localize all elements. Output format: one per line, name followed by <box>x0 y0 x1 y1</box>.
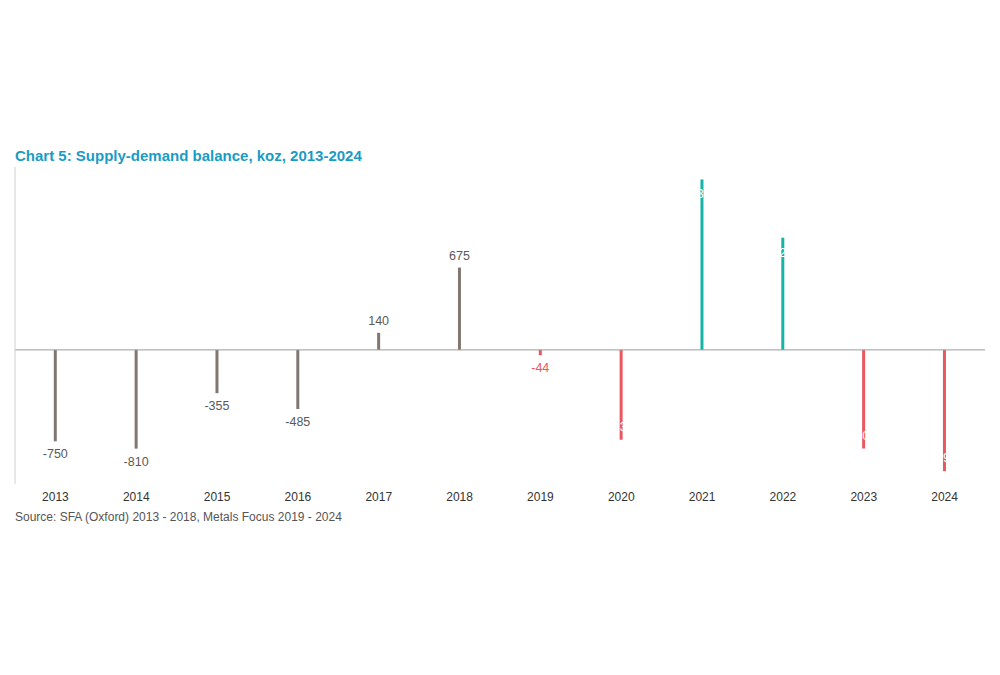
svg-text:2022: 2022 <box>770 490 797 504</box>
svg-text:2020: 2020 <box>608 490 635 504</box>
html-text:Source: SFA (Oxford) 2013 - 20: Source: SFA (Oxford) 2013 - 2018, Metals… <box>15 510 342 524</box>
svg-text:1,398: 1,398 <box>686 187 717 201</box>
svg-text:-485: -485 <box>285 415 310 429</box>
svg-text:2019: 2019 <box>527 490 554 504</box>
svg-text:675: 675 <box>449 249 470 263</box>
svg-text:2023: 2023 <box>850 490 877 504</box>
svg-text:2021: 2021 <box>689 490 716 504</box>
svg-text:-995: -995 <box>932 451 957 465</box>
svg-text:-750: -750 <box>43 447 68 461</box>
svg-text:-737: -737 <box>609 420 634 434</box>
svg-text:2015: 2015 <box>204 490 231 504</box>
svg-text:-810: -810 <box>124 455 149 469</box>
svg-text:2017: 2017 <box>365 490 392 504</box>
svg-text:-355: -355 <box>204 399 229 413</box>
svg-text:920: 920 <box>772 246 793 260</box>
svg-text:2014: 2014 <box>123 490 150 504</box>
svg-text:2024: 2024 <box>931 490 958 504</box>
svg-text:-809: -809 <box>851 429 876 443</box>
html-text:Chart 5: Supply-demand balance: Chart 5: Supply-demand balance, koz, 201… <box>15 147 362 164</box>
svg-text:2018: 2018 <box>446 490 473 504</box>
svg-text:-44: -44 <box>531 361 549 375</box>
svg-text:2016: 2016 <box>285 490 312 504</box>
svg-text:140: 140 <box>368 314 389 328</box>
svg-text:2013: 2013 <box>42 490 69 504</box>
